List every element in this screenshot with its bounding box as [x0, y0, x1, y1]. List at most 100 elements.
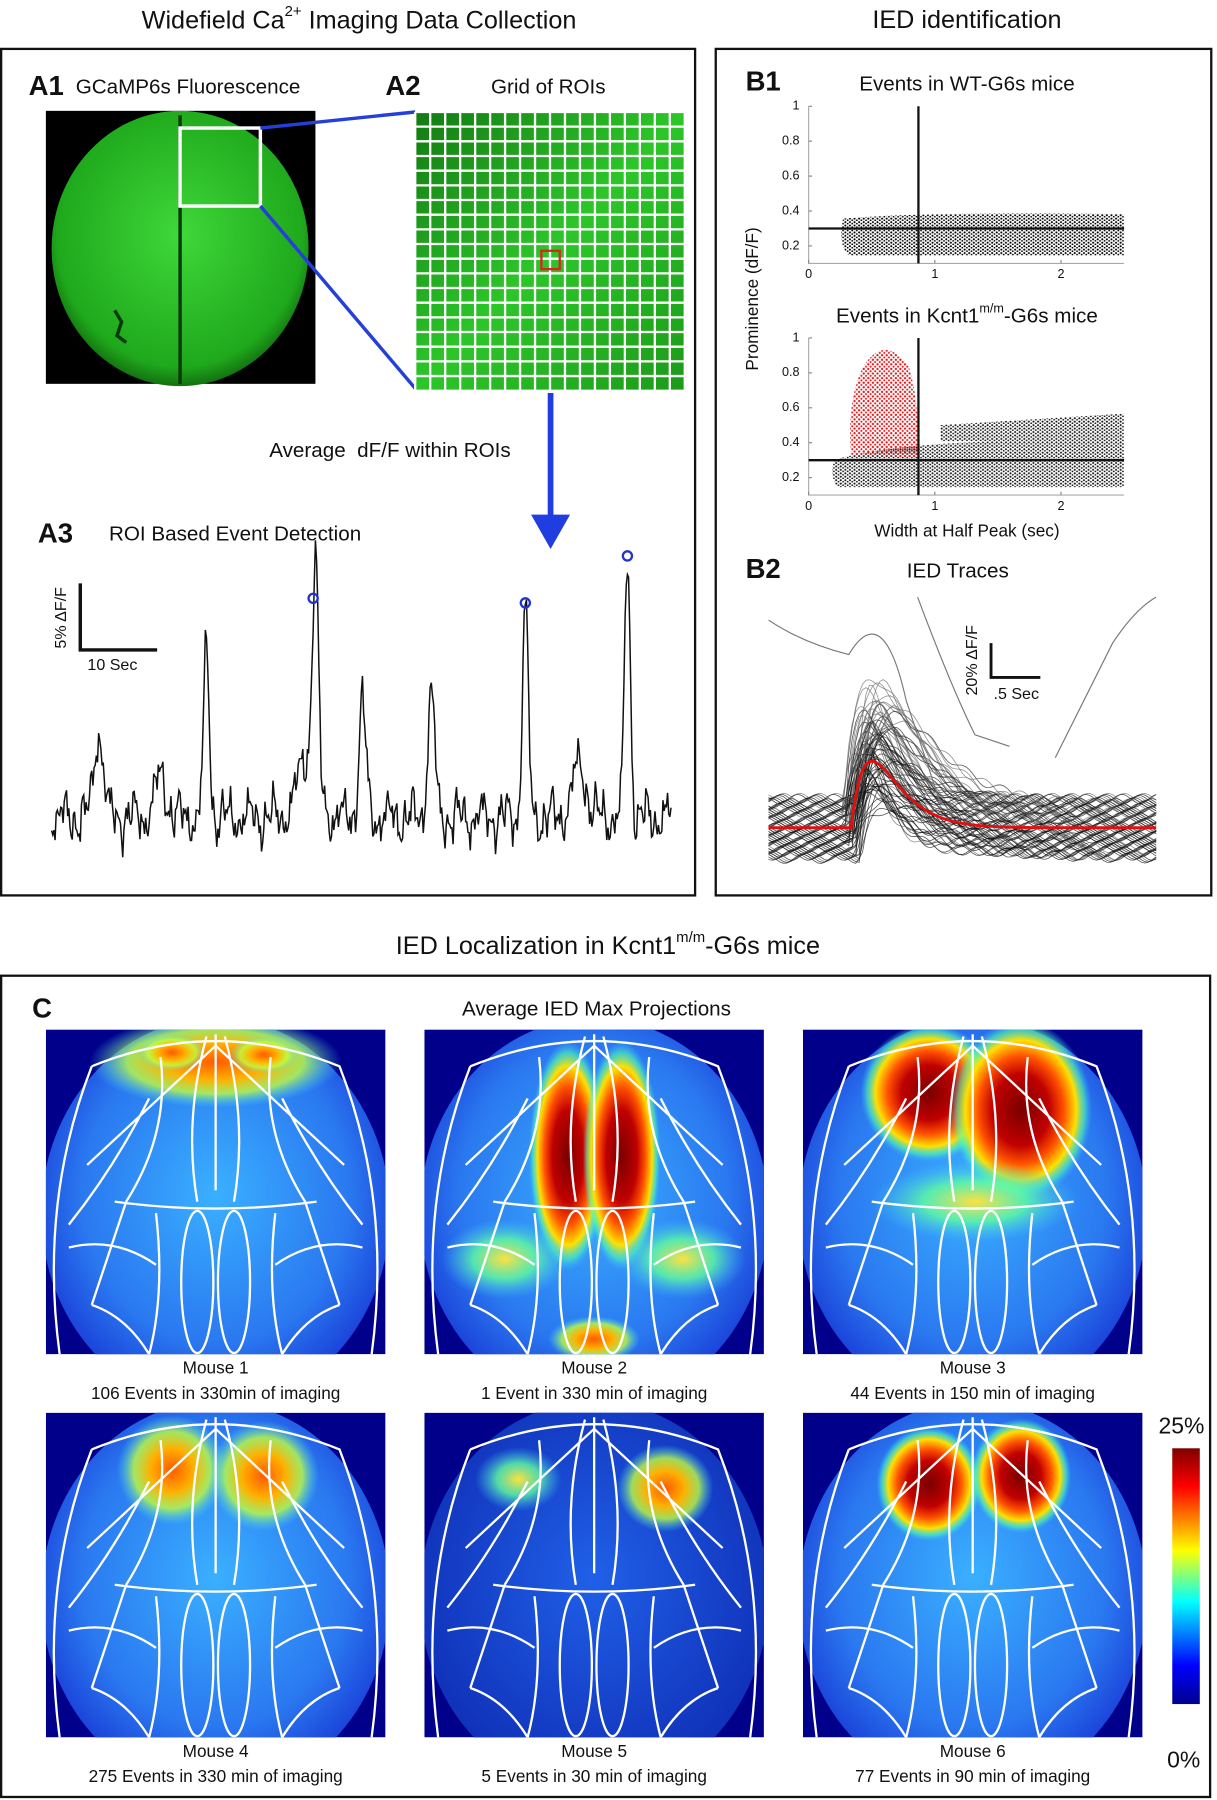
- x-tick-label: 2: [1057, 499, 1064, 513]
- arrow-label: Average dF/F within ROIs: [269, 439, 510, 462]
- y-axis-label: Prominence (dF/F): [742, 227, 762, 370]
- trace: [768, 798, 1157, 852]
- mouse-caption: 106 Events in 330min of imaging: [91, 1383, 340, 1403]
- event-cloud: [832, 413, 1125, 488]
- panel-a-frame: [0, 47, 697, 897]
- zoom-lines: [259, 110, 417, 390]
- colorbar-max-label: 25%: [1158, 1413, 1204, 1439]
- y-tick-label: 0.2: [782, 238, 800, 252]
- mouse-caption: 5 Events in 30 min of imaging: [481, 1766, 706, 1786]
- plot-title: Events in WT-G6s mice: [859, 73, 1074, 96]
- panel-label: B1: [746, 66, 781, 97]
- selected-roi: [540, 249, 561, 271]
- activity-hotspot: [229, 1036, 299, 1074]
- scale-bar: [78, 583, 158, 652]
- mouse-name: Mouse 5: [561, 1741, 627, 1761]
- activity-hotspot: [528, 1041, 607, 1271]
- colorbar: [1172, 1448, 1200, 1705]
- x-tick-label: 0: [805, 499, 812, 513]
- section-title: IED Localization in Kcnt1m/m-G6s mice: [396, 930, 820, 960]
- peak-marker: [621, 550, 634, 562]
- peak-marker: [519, 597, 532, 609]
- panel-title: Average IED Max Projections: [462, 998, 731, 1021]
- title-part: Imaging Data Collection: [302, 6, 577, 34]
- trace: [768, 752, 1157, 803]
- section-title: IED identification: [872, 6, 1061, 34]
- activity-hotspot: [137, 1034, 207, 1071]
- mouse-name: Mouse 3: [940, 1358, 1006, 1378]
- scale-bar: [989, 643, 1041, 679]
- scale-label-x: 10 Sec: [87, 656, 137, 674]
- max-projections: Mouse 1 106 Events in 330min of imaging Mo…: [45, 1029, 1143, 1786]
- arrow-head: [531, 514, 571, 550]
- mouse-name: Mouse 1: [183, 1358, 249, 1378]
- trace: [768, 703, 1157, 804]
- trace: [768, 789, 1157, 858]
- roi-trace: [50, 540, 672, 858]
- event-cloud: [841, 213, 1125, 256]
- section-title: Widefield Ca2+ Imaging Data Collection: [142, 4, 577, 34]
- panel-title: ROI Based Event Detection: [109, 523, 361, 546]
- detected-peaks: [307, 550, 634, 609]
- y-tick-label: 0.2: [782, 470, 800, 484]
- mouse-name: Mouse 4: [183, 1741, 249, 1761]
- title-part: IED Localization in Kcnt1: [396, 932, 676, 960]
- trace: [768, 810, 1157, 861]
- title-part: -G6s mice: [705, 932, 820, 960]
- x-tick-label: 1: [931, 267, 938, 281]
- panel-label: B2: [746, 553, 781, 584]
- y-tick-label: 1: [792, 330, 799, 344]
- activity-hotspot: [441, 1218, 568, 1300]
- y-tick-label: 0.6: [782, 400, 800, 414]
- panel-label: C: [32, 992, 52, 1023]
- mean-trace: [768, 759, 1157, 830]
- plot-title: Events in Kcnt1m/m-G6s mice: [836, 302, 1098, 328]
- cortex: [45, 1029, 386, 1355]
- scale-label-x: .5 Sec: [994, 685, 1039, 703]
- activity-hotspot: [876, 1426, 982, 1542]
- y-tick-label: 0.8: [782, 134, 800, 148]
- mouse-name: Mouse 2: [561, 1358, 627, 1378]
- y-tick-label: 1: [792, 99, 799, 113]
- y-tick-label: 0.4: [782, 435, 800, 449]
- y-tick-label: 0.4: [782, 203, 800, 217]
- x-tick-label: 0: [805, 267, 812, 281]
- panel-c-frame: [0, 974, 1212, 1799]
- activity-hotspot: [871, 1161, 1079, 1242]
- ied-traces: [768, 596, 1157, 864]
- title-part: Events in Kcnt1: [836, 305, 979, 328]
- projection-map: [45, 1029, 386, 1355]
- activity-hotspot: [582, 1041, 661, 1271]
- trace: [1054, 596, 1157, 759]
- mouse-caption: 1 Event in 330 min of imaging: [481, 1383, 707, 1403]
- title-superscript: 2+: [285, 4, 302, 20]
- panel-label: A1: [29, 70, 64, 101]
- panel-title: GCaMP6s Fluorescence: [76, 75, 301, 98]
- scale-label-y: 20% ΔF/F: [963, 625, 981, 696]
- projection-map: [424, 1029, 764, 1355]
- scatter-plots: Events in WT-G6s mice 0.2 0.4 0.6 0.8 1 0 1 2 Eve…: [782, 73, 1125, 513]
- trace: [768, 713, 1157, 828]
- title-part: m/m: [979, 302, 1004, 316]
- mouse-name: Mouse 6: [940, 1741, 1006, 1761]
- trace: [768, 776, 1157, 860]
- title-superscript: m/m: [676, 930, 705, 946]
- mouse-caption: 275 Events in 330 min of imaging: [89, 1766, 343, 1786]
- mouse-caption: 44 Events in 150 min of imaging: [850, 1383, 1095, 1403]
- panel-title: IED Traces: [907, 559, 1009, 582]
- trace: [768, 721, 1157, 804]
- y-tick-label: 0.6: [782, 168, 800, 182]
- trace: [768, 701, 1157, 810]
- projection-map: [802, 1029, 1143, 1355]
- title-part: Widefield Ca: [142, 6, 286, 34]
- peak-marker: [307, 592, 319, 605]
- trace: [768, 736, 1157, 805]
- activity-hotspot: [619, 1218, 746, 1300]
- y-tick-label: 0.8: [782, 365, 800, 379]
- trace: [768, 679, 1157, 810]
- panel-label: A3: [38, 518, 73, 549]
- colorbar-min-label: 0%: [1167, 1746, 1200, 1772]
